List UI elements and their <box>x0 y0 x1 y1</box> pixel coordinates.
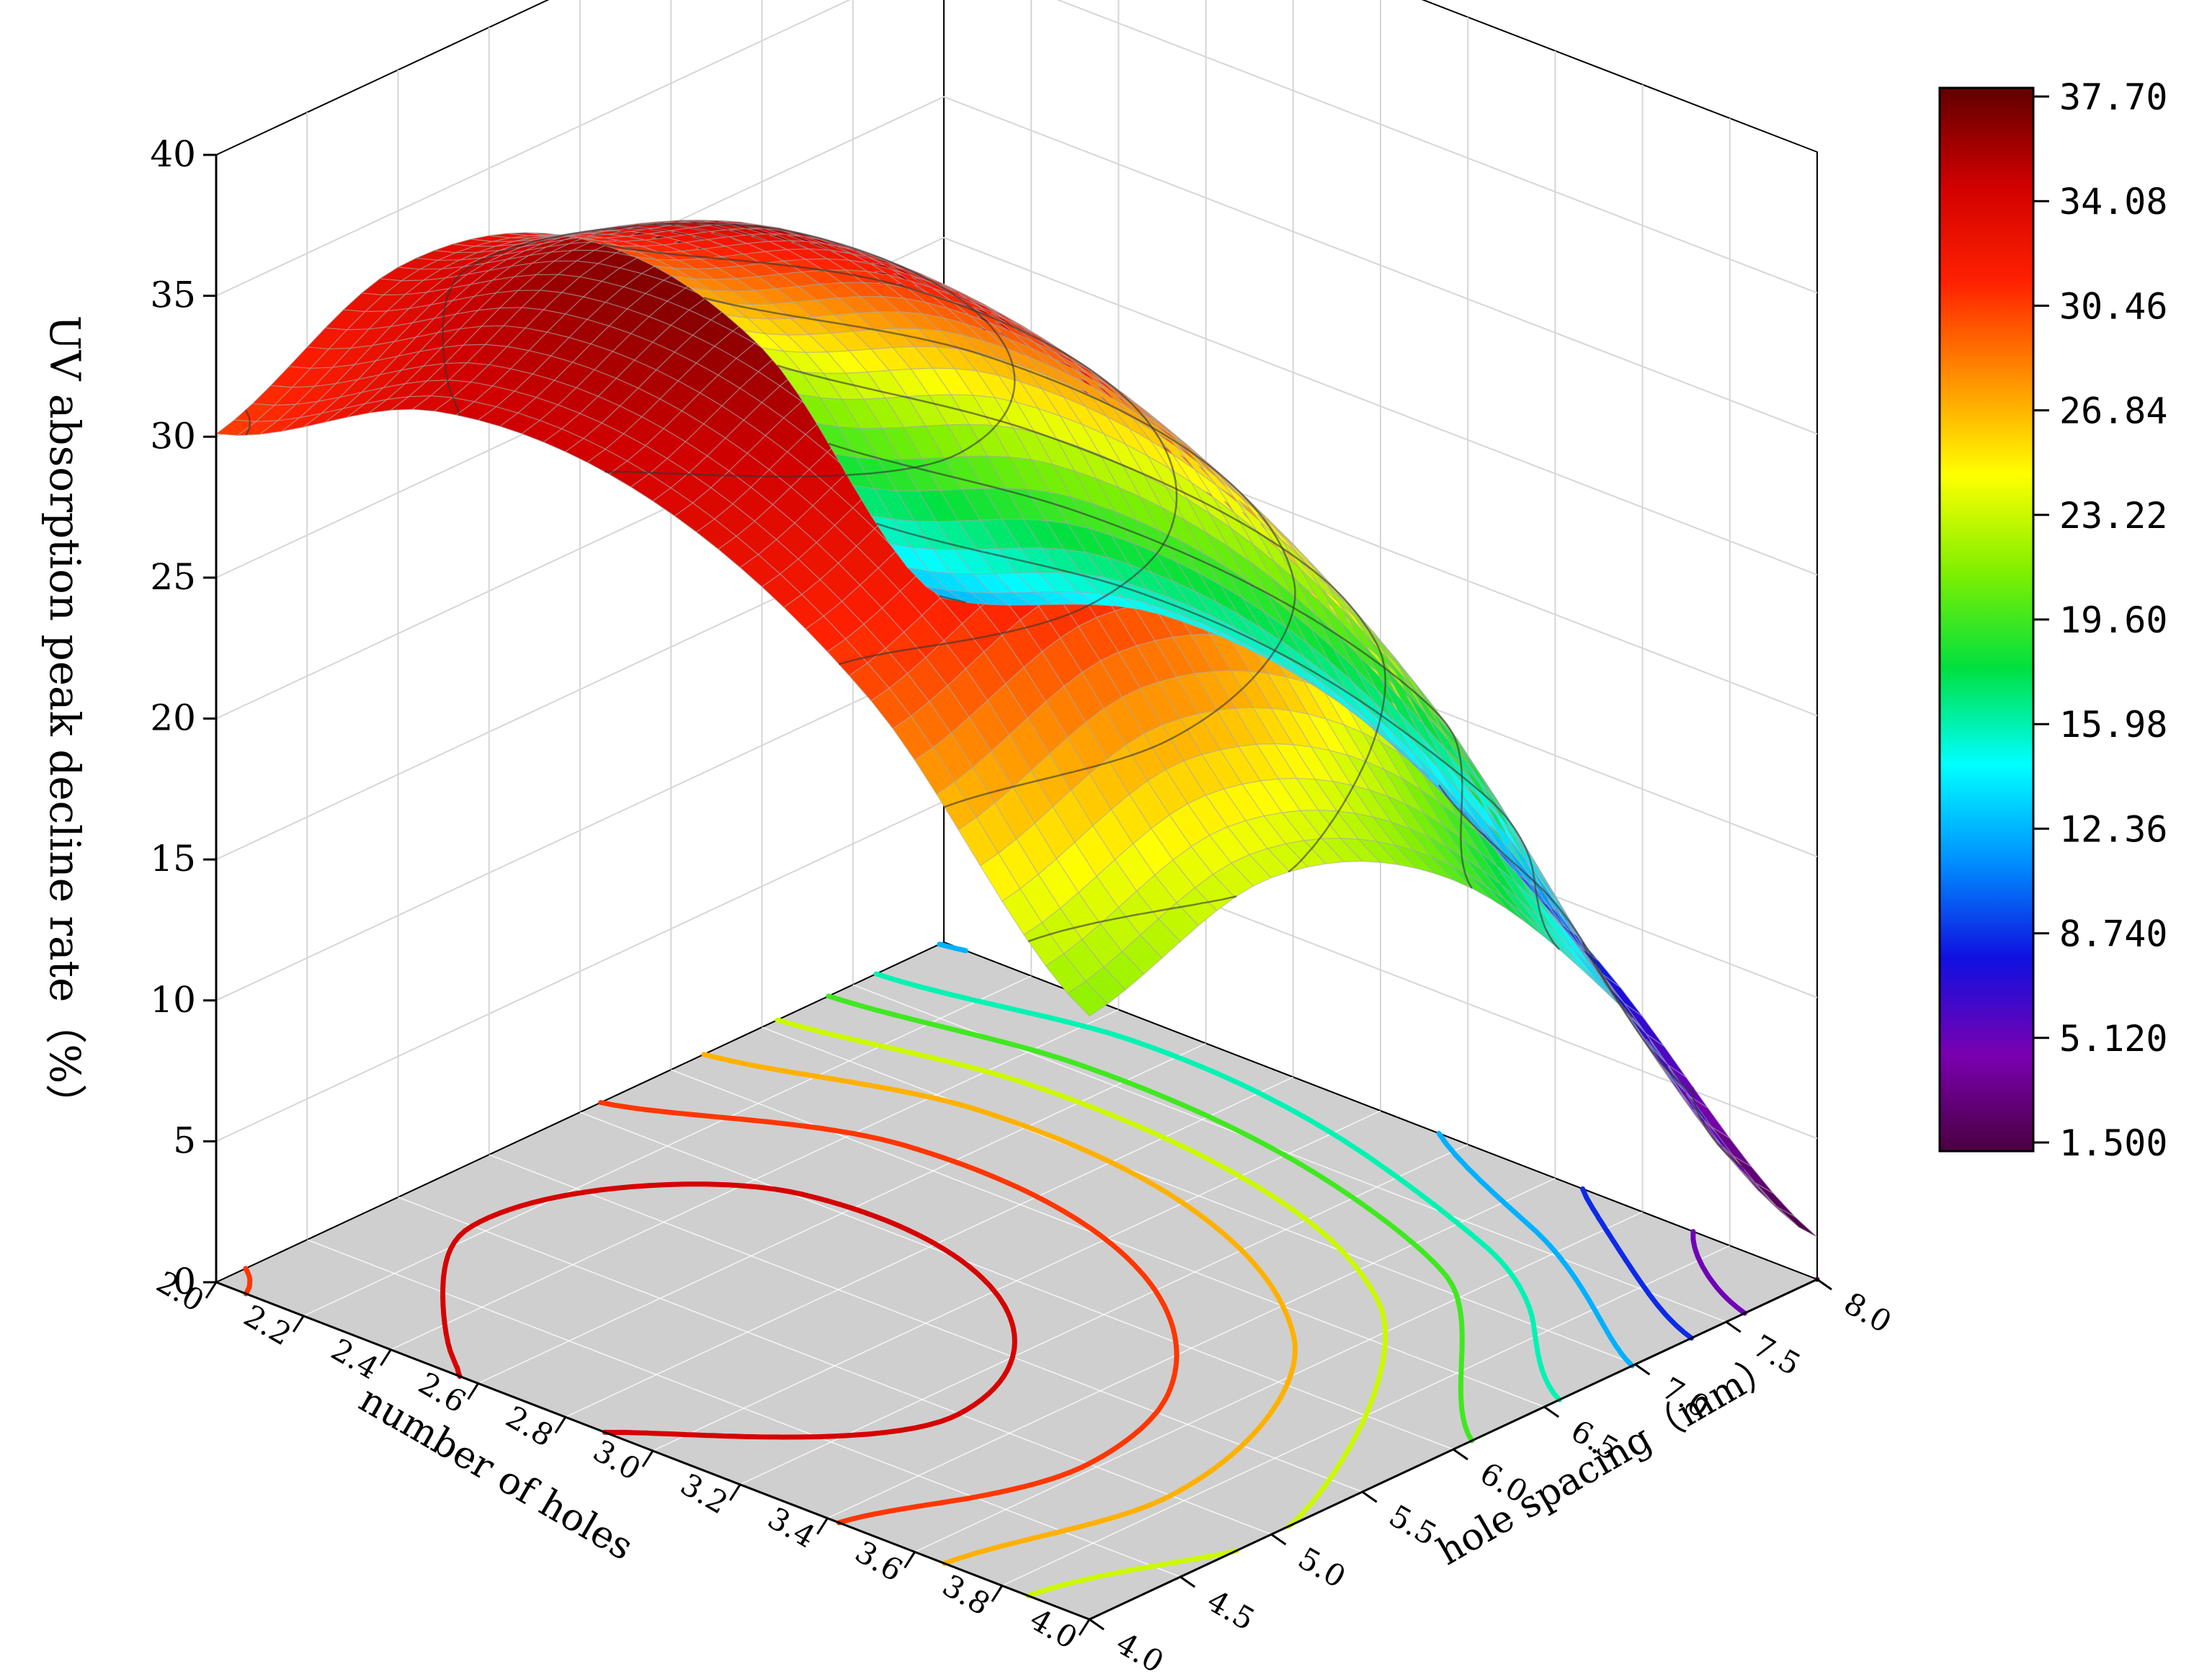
floor-contour <box>873 971 1562 1403</box>
z-tick-label: 5 <box>173 1119 196 1161</box>
x-axis-tick <box>904 1551 916 1569</box>
y-axis-tick <box>1361 1490 1378 1503</box>
surface-plot <box>215 219 1818 1238</box>
z-tick-label: 0 <box>173 1261 196 1302</box>
wall-gridline <box>215 0 1818 297</box>
colorbar-tick-label: 15.98 <box>2059 704 2168 746</box>
surface-contour <box>703 297 1296 808</box>
y-axis-tick <box>1270 1533 1287 1546</box>
y-axis-tick <box>1543 1405 1560 1418</box>
floor-contour <box>243 1100 1179 1526</box>
z-tick-label: 10 <box>150 979 196 1021</box>
x-axis-tick <box>991 1585 1004 1603</box>
floor-gridline <box>398 1197 1272 1535</box>
y-axis-tick <box>1816 1278 1832 1291</box>
z-tick-label: 20 <box>150 697 196 739</box>
surface-contour <box>1692 1087 1746 1170</box>
x-axis-tick <box>728 1483 741 1501</box>
colorbar-tick-label: 12.36 <box>2059 808 2168 850</box>
colorbar-tick-label: 30.46 <box>2059 285 2168 327</box>
x-axis-tick <box>380 1349 392 1367</box>
surface-contour <box>244 243 1178 666</box>
y-tick-label: 8.0 <box>1838 1285 1897 1340</box>
x-axis-tick <box>554 1416 567 1434</box>
floor-gridline <box>762 1027 1636 1365</box>
floor-contour <box>701 1052 1298 1566</box>
x-axis-tick <box>816 1517 829 1535</box>
z-tick-label: 30 <box>150 415 196 457</box>
colorbar-gradient <box>1938 86 2035 1153</box>
x-axis-tick <box>467 1382 479 1400</box>
y-axis-tick <box>1179 1575 1196 1588</box>
y-tick-label: 5.5 <box>1383 1498 1442 1552</box>
colorbar-tick-label: 26.84 <box>2059 390 2168 432</box>
colorbar-tick-label: 34.08 <box>2059 181 2168 223</box>
x-tick-label: 2.0 <box>151 1264 210 1319</box>
colorbar-tick-label: 1.500 <box>2059 1122 2168 1164</box>
z-tick-label: 25 <box>150 556 196 598</box>
colorbar-tick-label: 23.22 <box>2059 495 2168 537</box>
colorbar-tick-label: 19.60 <box>2059 599 2168 641</box>
colorbar-tick-label: 37.70 <box>2059 76 2168 118</box>
z-tick-label: 15 <box>150 838 196 880</box>
colorbar-tick-label: 5.120 <box>2059 1018 2168 1060</box>
floor-contour <box>1580 1186 1694 1341</box>
y-axis-tick <box>1725 1320 1741 1333</box>
z-axis-label: UV absorption peak decline rate（%） <box>40 316 89 1126</box>
x-axis-tick <box>1078 1619 1091 1636</box>
y-tick-label: 4.5 <box>1201 1583 1260 1637</box>
surface-contour <box>875 522 1561 950</box>
y-tick-label: 4.0 <box>1110 1625 1169 1677</box>
colorbar: 37.70 34.08 30.46 26.84 23.22 19.60 15.98 12.36… <box>1938 76 2168 1164</box>
floor-contour <box>775 1017 1388 1598</box>
y-axis-tick <box>1634 1363 1651 1376</box>
floor-contour <box>1690 1229 1747 1316</box>
x-axis-tick <box>292 1315 305 1333</box>
x-axis-tick <box>641 1450 654 1467</box>
y-axis-tick <box>1453 1448 1468 1461</box>
z-tick-label: 35 <box>150 274 196 316</box>
surface-facet <box>1777 1207 1818 1238</box>
surface-contour <box>828 442 1473 889</box>
y-tick-label: 5.0 <box>1293 1540 1352 1595</box>
x-axis-tick <box>205 1282 218 1299</box>
floor-gridline <box>579 1112 1454 1450</box>
colorbar-tick-label: 8.740 <box>2059 913 2168 955</box>
floor-gridline <box>306 1239 1181 1578</box>
floor-contour <box>826 993 1475 1444</box>
surface-contour <box>442 223 1016 478</box>
floor-contour <box>937 942 1635 1369</box>
floor-gridline <box>489 1154 1363 1493</box>
surface-contour <box>777 365 1386 942</box>
y-axis-tick <box>1089 1618 1105 1631</box>
z-tick-label: 40 <box>150 133 196 175</box>
wall-gridline <box>215 236 1818 578</box>
